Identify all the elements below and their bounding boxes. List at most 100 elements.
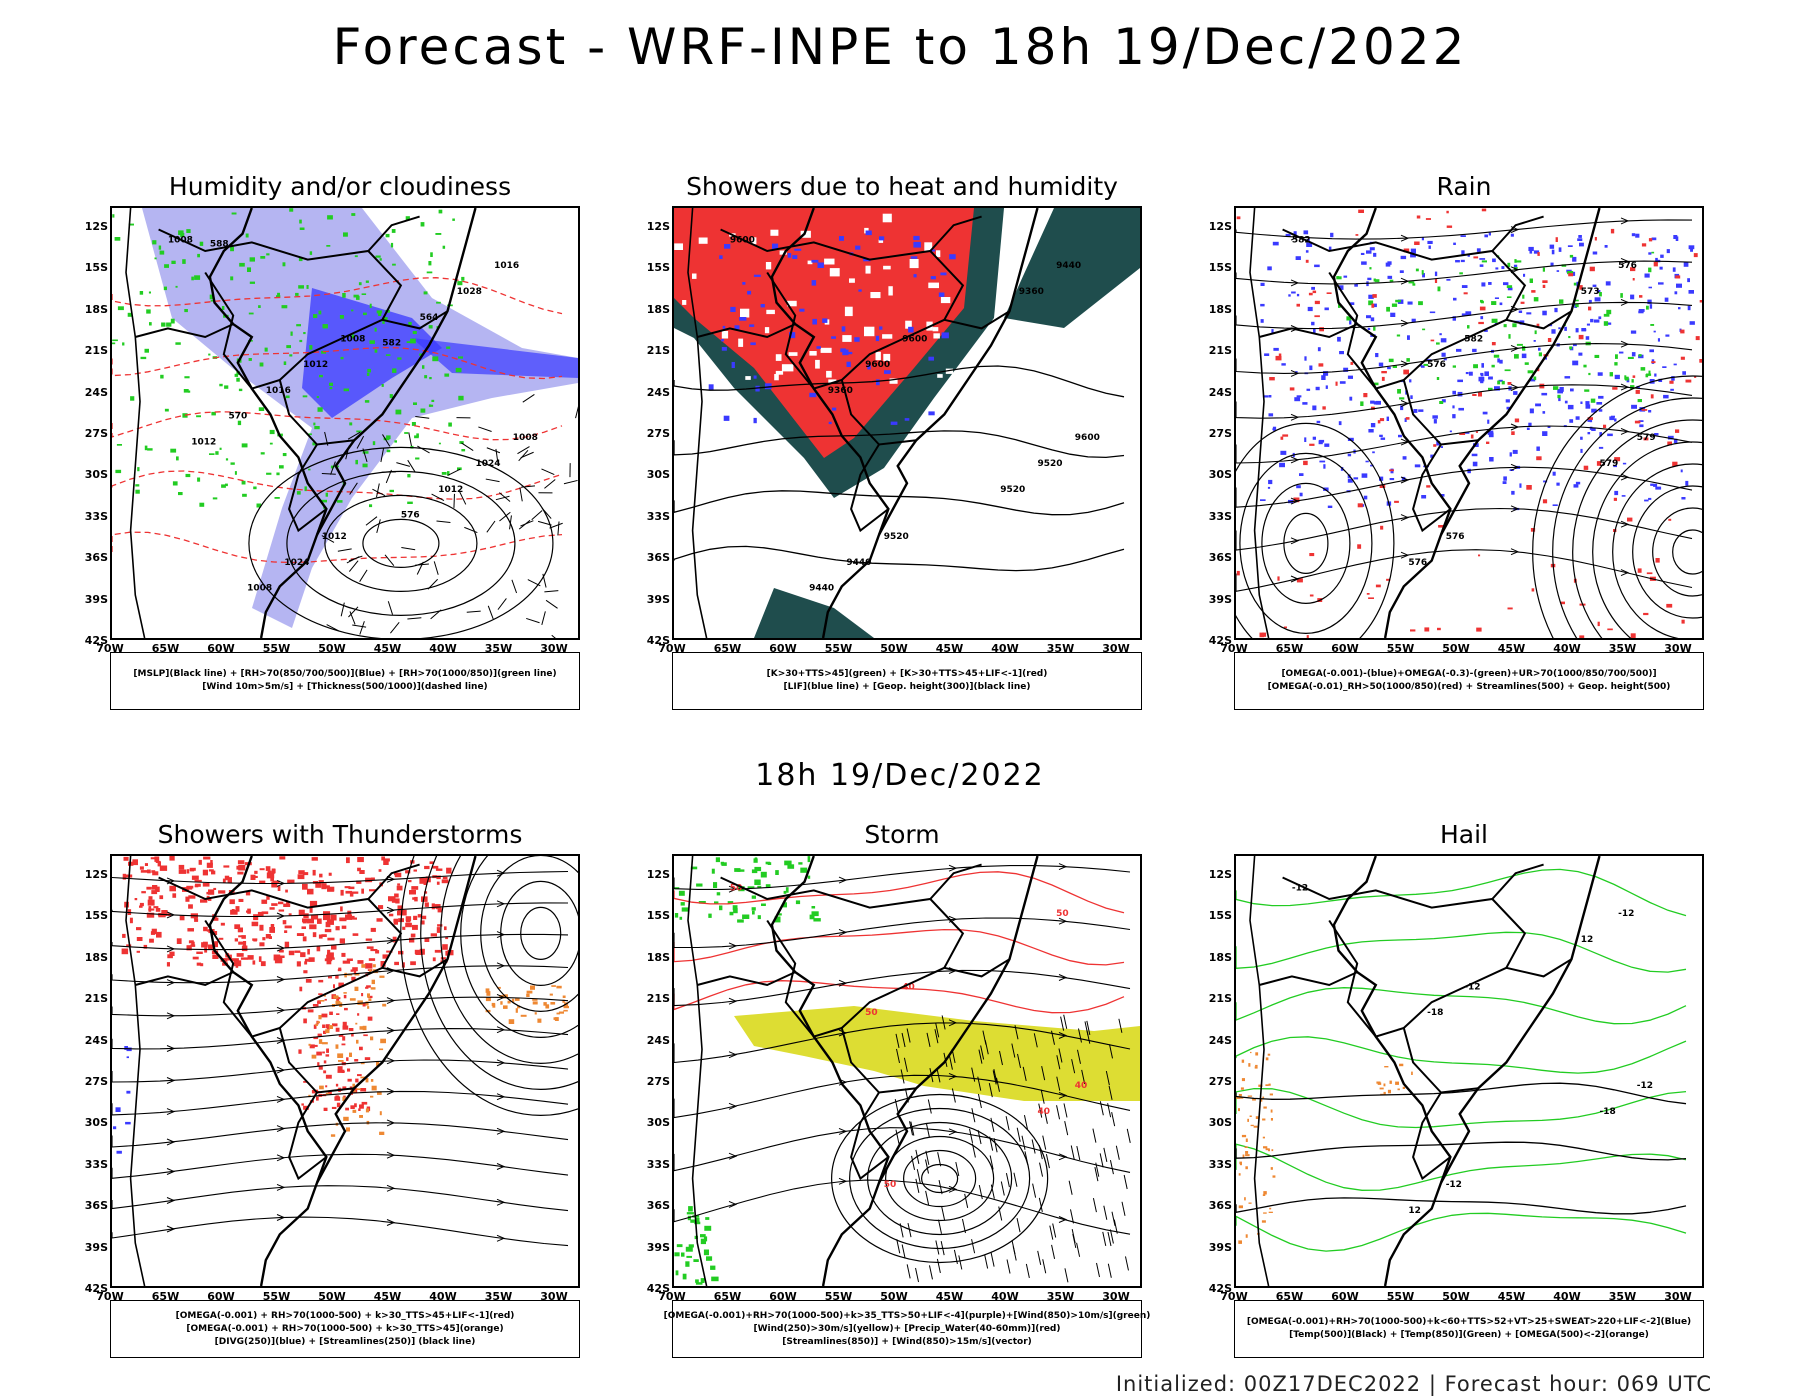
longitude-tick-label: 45W [1497, 642, 1526, 655]
forecast-map: 50 40 40 50 50 50 40 [674, 856, 1140, 1286]
latitude-tick-label: 15S [1208, 261, 1232, 275]
longitude-tick-label: 35W [1046, 642, 1075, 655]
latitude-tick-label: 36S [1208, 1199, 1232, 1213]
contour-label: 9440 [846, 558, 871, 568]
contour-label: 9360 [828, 386, 853, 396]
contour-label: 9600 [902, 334, 927, 344]
map-frame: 582 582 579 576 576 576 579 576 573 [1234, 206, 1704, 640]
latitude-tick-label: 42S [646, 634, 670, 647]
longitude-tick-label: 50W [1442, 642, 1470, 655]
contour-label: 9440 [809, 584, 834, 594]
longitude-tick-label: 65W [1275, 642, 1304, 655]
longitude-tick-label: 30W [1664, 642, 1692, 655]
contour-label: 1024 [476, 459, 501, 469]
contour-label: 570 [229, 412, 248, 422]
contour-label: 40 [1075, 1081, 1088, 1091]
longitude-tick-label: 55W [262, 1290, 291, 1303]
longitude-tick-label: 35W [1046, 1290, 1075, 1303]
contour-label: -12 [1618, 909, 1634, 919]
legend-line: [Temp(500)](Black) + [Temp(850)](Green) … [1289, 1330, 1649, 1340]
latitude-tick-label: 21S [646, 992, 670, 1006]
latitude-tick-label: 42S [646, 1282, 670, 1295]
latitude-tick-label: 39S [84, 1240, 108, 1254]
longitude-tick-label: 45W [1497, 1290, 1526, 1303]
contour-label: 50 [730, 883, 743, 893]
longitude-tick-label: 55W [824, 1290, 853, 1303]
legend-box: [OMEGA(-0.001)-(blue)+OMEGA(-0.3)-(green… [1234, 652, 1704, 710]
contour-label: 12 [1581, 935, 1594, 945]
contour-label: 1012 [322, 532, 347, 542]
latitude-tick-label: 18S [1208, 302, 1232, 316]
longitude-tick-label: 65W [1275, 1290, 1304, 1303]
contour-label: 9520 [1038, 459, 1063, 469]
legend-box: [MSLP](Black line) + [RH>70(850/700/500)… [110, 652, 580, 710]
legend-box: [K>30+TTS>45](green) + [K>30+TTS>45+LIF<… [672, 652, 1142, 710]
legend-line: [Wind 10m>5m/s] + [Thickness(500/1000)](… [202, 682, 488, 692]
contour-label: 50 [884, 1180, 897, 1190]
map-frame [110, 854, 580, 1288]
latitude-tick-label: 27S [646, 1075, 670, 1088]
contour-label: 40 [902, 982, 915, 992]
map-frame: -12 -12 -12 -12 -12 -18 -18 12 12 [1234, 854, 1704, 1288]
contour-label: 582 [382, 339, 401, 349]
longitude-tick-label: 70W [96, 1290, 124, 1303]
latitude-tick-label: 27S [1208, 1075, 1232, 1088]
latitude-tick-label: 18S [646, 950, 670, 964]
contour-label: 1008 [513, 433, 538, 443]
contour-label: 582 [1464, 334, 1483, 344]
latitude-tick-label: 24S [84, 1033, 108, 1047]
contour-label: -12 [1637, 1081, 1653, 1091]
latitude-tick-label: 42S [1208, 634, 1232, 647]
contour-label: 1012 [438, 485, 463, 495]
latitude-tick-label: 33S [84, 509, 108, 523]
latitude-tick-label: 36S [646, 1199, 670, 1213]
contour-label: 9520 [1000, 485, 1025, 495]
latitude-tick-label: 12S [646, 868, 670, 881]
longitude-tick-label: 40W [429, 642, 457, 655]
longitude-tick-label: 70W [1220, 642, 1248, 655]
latitude-tick-label: 42S [84, 1282, 108, 1295]
longitude-tick-label: 65W [713, 1290, 742, 1303]
latitude-tick-label: 15S [646, 261, 670, 275]
legend-line: [OMEGA(-0.001)+RH>70(1000-500)+k>35_TTS>… [663, 1310, 1151, 1321]
longitude-tick-label: 55W [1386, 642, 1415, 655]
contour-label: 576 [1446, 532, 1465, 542]
longitude-tick-label: 40W [991, 642, 1019, 655]
legend-line: [OMEGA(-0.001) + RH>70(1000-500) + k>30_… [186, 1323, 504, 1334]
longitude-tick-label: 55W [1386, 1290, 1415, 1303]
legend-line: [Wind(250)>30m/s](yellow)+ [Precip_Water… [753, 1323, 1061, 1334]
contour-label: 9360 [1019, 287, 1044, 297]
forecast-map [112, 856, 578, 1286]
contour-label: 576 [401, 511, 420, 521]
contour-label: 576 [1618, 261, 1637, 271]
contour-label: 1028 [457, 287, 482, 297]
contour-label: 1012 [191, 438, 216, 448]
latitude-tick-label: 12S [84, 220, 108, 233]
legend-box: [OMEGA(-0.001) + RH>70(1000-500) + k>30_… [110, 1300, 580, 1358]
longitude-tick-label: 45W [935, 642, 964, 655]
latitude-tick-label: 24S [1208, 1033, 1232, 1047]
latitude-tick-label: 39S [1208, 592, 1232, 606]
forecast-map: 9600960096009520944096009520944093609360… [674, 208, 1140, 638]
map-frame: 50 40 40 50 50 50 40 [672, 854, 1142, 1288]
contour-label: -12 [1446, 1180, 1462, 1190]
contour-label: 40 [1038, 1107, 1051, 1117]
longitude-tick-label: 60W [207, 1290, 235, 1303]
contour-label: 576 [1408, 558, 1427, 568]
contour-label: 1012 [303, 360, 328, 370]
legend-line: [OMEGA(-0.001)+RH>70(1000-500)+k<60+TTS>… [1246, 1317, 1692, 1327]
contour-label: 1016 [266, 386, 291, 396]
longitude-tick-label: 60W [207, 642, 235, 655]
latitude-tick-label: 30S [84, 468, 108, 482]
latitude-tick-label: 39S [646, 1240, 670, 1254]
latitude-tick-label: 39S [84, 592, 108, 606]
latitude-tick-label: 42S [84, 634, 108, 647]
longitude-tick-label: 30W [1102, 642, 1130, 655]
latitude-tick-label: 30S [84, 1116, 108, 1130]
contour-label: 582 [1292, 235, 1311, 245]
legend-box: [OMEGA(-0.001)+RH>70(1000-500)+k<60+TTS>… [1234, 1300, 1704, 1358]
longitude-tick-label: 50W [1442, 1290, 1470, 1303]
contour-label: 576 [1427, 360, 1446, 370]
latitude-tick-label: 39S [646, 592, 670, 606]
longitude-tick-label: 40W [991, 1290, 1019, 1303]
